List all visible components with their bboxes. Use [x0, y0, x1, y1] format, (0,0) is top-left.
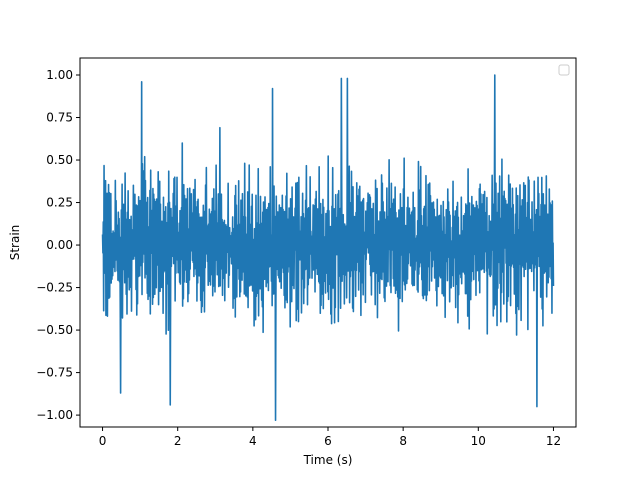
x-tick-label: 6: [324, 434, 332, 448]
y-tick-label: 0.50: [46, 153, 73, 167]
x-tick-label: 10: [471, 434, 486, 448]
y-tick-label: 0.25: [46, 196, 73, 210]
x-tick-label: 8: [399, 434, 407, 448]
y-tick-label: −0.75: [36, 366, 73, 380]
x-axis-label: Time (s): [303, 453, 353, 467]
strain-series-line: [101, 74, 555, 421]
y-axis-label: Strain: [8, 225, 22, 261]
y-tick-label: −0.25: [36, 281, 73, 295]
x-tick-label: 12: [546, 434, 561, 448]
x-tick-label: 2: [174, 434, 182, 448]
y-tick-label: −1.00: [36, 408, 73, 422]
x-axis-ticks: 0 2 4 6 8 10 12: [99, 427, 561, 448]
series-layer: [101, 74, 555, 421]
y-tick-label: −0.50: [36, 323, 73, 337]
x-tick-label: 0: [99, 434, 107, 448]
legend-box: [558, 64, 570, 76]
y-tick-label: 0.00: [46, 238, 73, 252]
y-axis-ticks: −1.00 −0.75 −0.50 −0.25 0.00 0.25 0.50 0.75 1.00: [36, 68, 80, 422]
x-tick-label: 4: [249, 434, 257, 448]
y-tick-label: 0.75: [46, 111, 73, 125]
y-tick-label: 1.00: [46, 68, 73, 82]
